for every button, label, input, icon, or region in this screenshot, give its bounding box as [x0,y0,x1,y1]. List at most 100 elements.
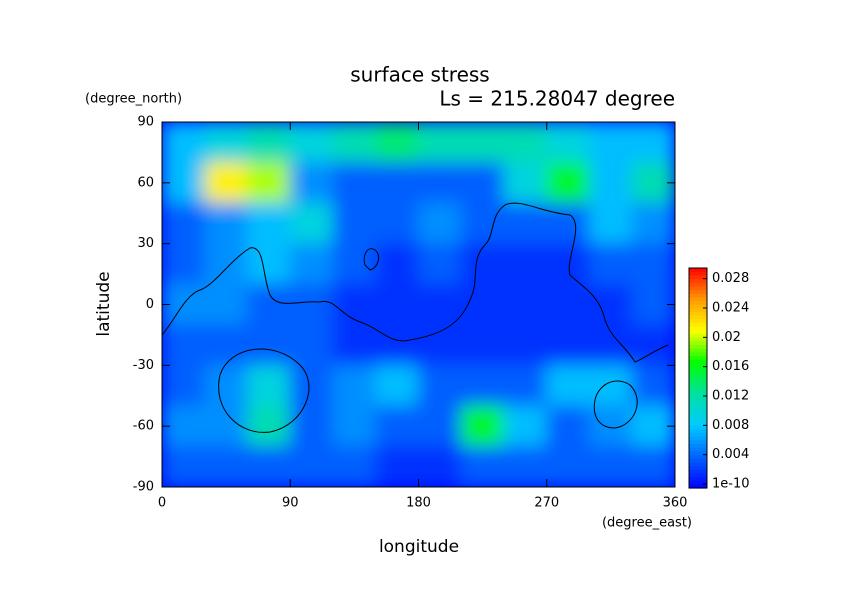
heat-cell [460,202,505,245]
heat-cell [631,202,675,245]
heat-cell [589,364,633,407]
heat-cell [332,162,377,204]
heat-cell [546,283,590,326]
heat-cell [204,445,248,487]
y-tick-label: -90 [133,480,154,495]
heat-cell [247,364,291,407]
heat-cell [247,202,291,245]
colorbar-step [689,315,707,320]
heat-cell [204,364,248,407]
colorbar-step [689,297,707,302]
colorbar-step [689,425,707,430]
heat-cell [418,122,462,164]
heat-cell [204,162,248,204]
colorbar-step [689,290,707,295]
heat-cell [546,364,590,407]
heat-cell [247,243,291,285]
colorbar-step [689,444,707,449]
heat-cell [332,445,377,487]
heat-cell [204,122,248,164]
colorbar-step [689,352,707,357]
colorbar-step [689,411,707,416]
heat-cell [375,162,419,204]
colorbar-step [689,268,707,273]
heat-cell [503,324,548,366]
chart-subtitle: Ls = 215.28047 degree [439,87,675,111]
coastline [218,348,310,433]
heat-cell [589,202,633,245]
heat-cell [289,445,334,487]
colorbar-step [689,370,707,375]
heat-cell [162,324,206,366]
colorbar-step [689,275,707,280]
colorbar-tick-label: 0.012 [712,389,749,404]
colorbar-step [689,473,707,478]
heat-cell [332,405,377,447]
heat-cell [631,243,675,285]
chart-title: surface stress [350,63,489,87]
heat-cell [247,122,291,164]
colorbar-step [689,356,707,361]
heat-cell [503,364,548,407]
heat-cell [546,445,590,487]
heat-cell [204,283,248,326]
heat-cell [546,243,590,285]
heat-cell [460,162,505,204]
x-tick-label: 90 [282,496,299,511]
y-unit: (degree_north) [85,92,182,107]
colorbar-step [689,458,707,463]
heat-cell [631,324,675,366]
x-unit: (degree_east) [602,516,692,531]
colorbar-step [689,392,707,397]
heat-cell [460,243,505,285]
heat-cell [375,283,419,326]
heat-cell [460,283,505,326]
colorbar-step [689,326,707,331]
x-tick-label: 0 [158,496,166,511]
coastlines [162,202,669,433]
heat-cell [589,122,633,164]
heat-cell [289,324,334,366]
heat-cell [375,243,419,285]
colorbar-step [689,414,707,419]
heat-cell [589,324,633,366]
colorbar-step [689,433,707,438]
colorbar-step [689,400,707,405]
colorbar-step [689,451,707,456]
colorbar-step [689,271,707,276]
x-axis-label: longitude [379,537,459,557]
coastline [162,202,669,363]
colorbar-step [689,429,707,434]
colorbar-step [689,293,707,298]
heat-cell [289,162,334,204]
heat-cell [418,283,462,326]
x-tick-label: 270 [534,496,559,511]
colorbar-step [689,308,707,313]
colorbar-step [689,345,707,350]
heat-cell [247,405,291,447]
heat-cell [247,445,291,487]
colorbar-step [689,447,707,452]
heat-cell [332,324,377,366]
colorbar-step [689,455,707,460]
colorbar-step [689,301,707,306]
heat-cell [460,445,505,487]
heat-cell [289,202,334,245]
coastline [363,248,380,271]
heat-cell [289,122,334,164]
colorbar-step [689,440,707,445]
y-tick-label: 0 [146,297,154,312]
heat-cell [375,445,419,487]
heat-cell [503,283,548,326]
colorbar-tick-label: 0.028 [712,271,749,286]
heat-cell [375,405,419,447]
y-tick-label: -30 [133,358,154,373]
heat-cell [418,162,462,204]
y-tick-label: 30 [137,236,154,251]
heat-cell [204,202,248,245]
heat-cell [589,162,633,204]
heat-cell [289,283,334,326]
colorbar-step [689,359,707,364]
heat-cell [460,324,505,366]
heat-cell [546,122,590,164]
